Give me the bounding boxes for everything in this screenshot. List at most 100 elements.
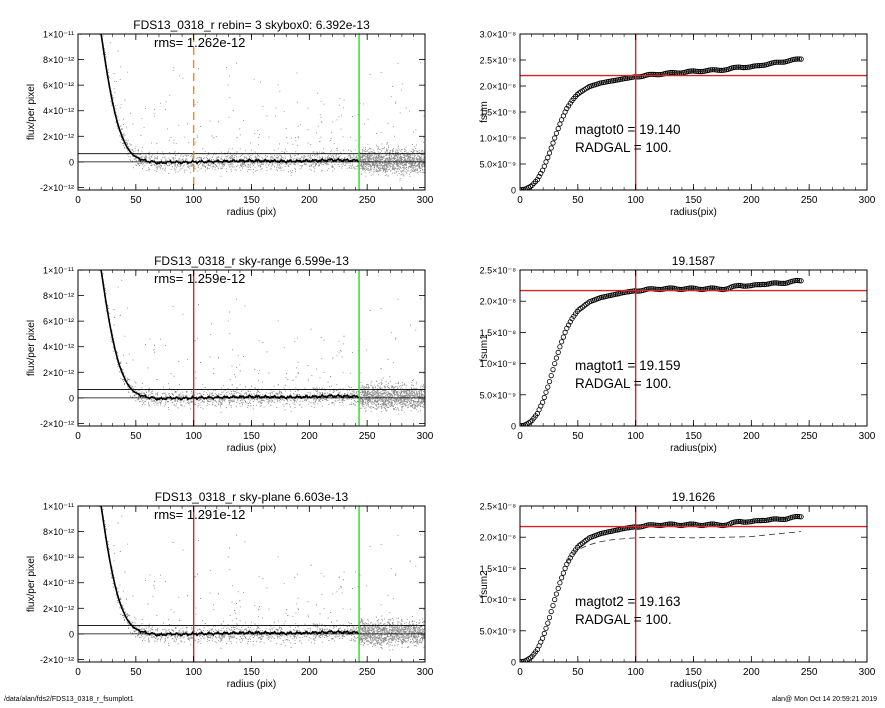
scatter-point xyxy=(259,370,260,372)
scatter-point xyxy=(236,298,237,300)
scatter-point xyxy=(325,392,327,394)
scatter-point xyxy=(351,157,353,159)
scatter-point xyxy=(365,147,366,149)
scatter-point xyxy=(365,175,367,177)
scatter-point xyxy=(389,168,390,170)
scatter-point xyxy=(303,157,305,159)
scatter-point xyxy=(394,156,396,158)
scatter-point xyxy=(124,146,126,148)
scatter-point xyxy=(222,399,223,401)
scatter-point xyxy=(149,338,151,340)
scatter-point xyxy=(400,406,402,408)
scatter-point xyxy=(379,157,381,159)
scatter-point xyxy=(309,168,311,170)
scatter-point xyxy=(389,163,391,165)
scatter-point xyxy=(393,169,395,171)
scatter-point xyxy=(372,163,374,165)
scatter-point xyxy=(387,158,389,160)
scatter-point xyxy=(131,386,132,388)
scatter-point xyxy=(197,157,198,159)
scatter-point xyxy=(367,166,369,167)
scatter-point xyxy=(323,164,324,165)
scatter-point xyxy=(346,396,348,398)
scatter-point xyxy=(249,156,250,157)
scatter-point xyxy=(279,401,281,403)
scatter-point xyxy=(420,298,422,300)
scatter-point xyxy=(298,404,300,406)
scatter-point xyxy=(230,156,232,157)
scatter-point xyxy=(249,165,251,167)
scatter-point xyxy=(119,78,121,80)
scatter-point xyxy=(175,391,177,393)
scatter-point xyxy=(250,395,252,396)
scatter-point xyxy=(411,170,413,172)
scatter-point xyxy=(388,165,390,166)
scatter-point xyxy=(412,131,414,133)
scatter-point xyxy=(232,400,234,402)
scatter-point xyxy=(353,154,355,156)
scatter-point xyxy=(349,395,350,396)
scatter-point xyxy=(397,168,399,169)
scatter-point xyxy=(302,164,304,166)
scatter-point xyxy=(277,398,279,400)
scatter-point xyxy=(311,157,313,159)
scatter-point xyxy=(410,160,412,162)
scatter-point xyxy=(249,163,251,165)
scatter-point xyxy=(113,112,115,114)
scatter-point xyxy=(266,162,268,164)
scatter-point xyxy=(369,400,370,402)
scatter-point xyxy=(303,156,305,158)
scatter-point xyxy=(111,341,113,343)
scatter-point xyxy=(277,157,279,159)
y-tick-label: 1×10⁻¹¹ xyxy=(43,30,74,40)
scatter-point xyxy=(298,158,300,160)
scatter-point xyxy=(163,163,165,165)
scatter-point xyxy=(270,168,272,170)
scatter-point xyxy=(373,393,374,395)
scatter-point xyxy=(222,163,223,165)
scatter-point xyxy=(378,152,380,154)
scatter-point xyxy=(121,369,123,371)
scatter-point xyxy=(147,399,149,400)
scatter-point xyxy=(366,168,367,170)
scatter-point xyxy=(364,160,366,162)
scatter-point xyxy=(179,402,181,403)
scatter-point xyxy=(208,400,210,402)
scatter-point xyxy=(170,137,172,138)
scatter-point xyxy=(403,152,405,154)
scatter-point xyxy=(236,158,238,160)
chart-title: FDS13_0318_r rebin= 3 skybox0: 6.392e-13 xyxy=(133,18,370,32)
scatter-point xyxy=(377,171,379,172)
scatter-point xyxy=(317,403,319,405)
scatter-point xyxy=(406,152,407,154)
scatter-point xyxy=(210,163,212,165)
scatter-point xyxy=(364,154,366,156)
scatter-point xyxy=(421,166,423,167)
scatter-point xyxy=(277,162,279,164)
scatter-point xyxy=(310,393,312,395)
scatter-point xyxy=(202,164,204,166)
scatter-point xyxy=(284,164,286,166)
scatter-point xyxy=(349,155,350,157)
scatter-point xyxy=(168,163,170,165)
scatter-point xyxy=(304,163,306,165)
scatter-point xyxy=(375,168,377,170)
scatter-point xyxy=(389,160,391,162)
scatter-point xyxy=(290,137,292,139)
scatter-point xyxy=(380,400,382,402)
scatter-point xyxy=(130,112,131,114)
scatter-point xyxy=(226,67,227,68)
scatter-point xyxy=(250,169,252,171)
scatter-point xyxy=(290,410,292,412)
scatter-point xyxy=(384,146,385,148)
scatter-point xyxy=(416,152,418,154)
scatter-point xyxy=(275,107,277,109)
scatter-point xyxy=(360,156,362,157)
scatter-point xyxy=(375,155,377,157)
scatter-point xyxy=(251,157,253,159)
scatter-point xyxy=(200,395,202,397)
scatter-point xyxy=(272,164,274,166)
scatter-point xyxy=(307,129,309,131)
scatter-point xyxy=(410,324,411,326)
scatter-point xyxy=(311,163,313,165)
